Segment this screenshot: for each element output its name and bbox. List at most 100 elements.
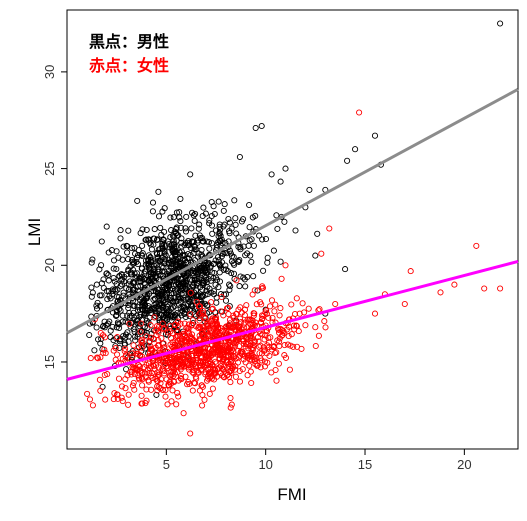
male-point xyxy=(107,327,114,334)
female-point xyxy=(86,396,94,403)
female-point xyxy=(332,300,339,308)
male-point xyxy=(161,250,168,257)
female-point xyxy=(284,341,291,348)
male-point xyxy=(182,296,189,303)
male-point xyxy=(192,269,199,276)
female-point xyxy=(198,382,205,389)
female-point xyxy=(247,368,254,375)
male-point xyxy=(158,290,165,297)
female-point xyxy=(97,329,104,337)
male-point xyxy=(189,267,196,274)
female-point xyxy=(227,355,234,362)
male-point xyxy=(191,311,198,318)
male-fit-line xyxy=(66,87,519,335)
female-point xyxy=(209,305,216,312)
male-point xyxy=(227,283,234,290)
female-point xyxy=(244,372,251,379)
female-point xyxy=(110,396,117,403)
male-point xyxy=(217,226,224,233)
female-point xyxy=(187,430,194,437)
male-point xyxy=(222,262,229,269)
male-point xyxy=(199,212,206,220)
female-point xyxy=(261,336,268,343)
female-point xyxy=(194,369,201,376)
male-point xyxy=(147,273,154,280)
female-point xyxy=(172,321,179,329)
male-point xyxy=(103,223,110,230)
male-point xyxy=(162,315,169,322)
female-point xyxy=(315,332,322,339)
female-point xyxy=(218,348,225,355)
female-point xyxy=(169,387,176,394)
male-point xyxy=(171,312,178,319)
male-point xyxy=(236,283,243,290)
female-point xyxy=(138,400,145,407)
female-point xyxy=(152,375,159,382)
female-point xyxy=(251,287,258,294)
female-point xyxy=(296,310,303,317)
female-point xyxy=(251,339,258,346)
male-point xyxy=(133,254,141,261)
female-point xyxy=(196,311,203,318)
male-point xyxy=(187,306,194,314)
male-point xyxy=(160,264,167,271)
male-point xyxy=(159,284,166,291)
female-point xyxy=(227,379,234,386)
male-point xyxy=(203,287,210,294)
female-point xyxy=(239,366,246,373)
male-point xyxy=(165,260,172,267)
female-point xyxy=(158,335,165,342)
female-point xyxy=(190,337,197,344)
male-point xyxy=(178,235,185,242)
male-point xyxy=(237,273,244,280)
male-point xyxy=(161,228,168,235)
female-point xyxy=(312,324,319,331)
female-point xyxy=(293,295,300,302)
male-point xyxy=(248,236,255,243)
male-point xyxy=(212,281,219,288)
female-point xyxy=(221,342,228,349)
female-point xyxy=(155,384,162,391)
female-point xyxy=(260,344,267,351)
female-point xyxy=(127,368,134,375)
male-point xyxy=(128,319,135,327)
x-tick-label: 10 xyxy=(258,457,272,472)
male-point xyxy=(191,246,198,253)
male-point xyxy=(196,221,203,228)
female-point xyxy=(302,322,309,329)
male-point xyxy=(101,318,108,325)
female-point xyxy=(125,391,132,398)
female-point xyxy=(199,402,206,409)
female-point xyxy=(266,303,274,310)
male-point xyxy=(177,218,184,225)
female-point xyxy=(401,300,408,308)
female-point xyxy=(273,377,280,384)
female-point xyxy=(217,329,224,337)
male-point xyxy=(306,186,313,193)
male-point xyxy=(262,235,270,243)
male-point xyxy=(161,205,168,212)
male-point xyxy=(168,297,175,304)
male-point xyxy=(131,302,138,309)
male-point xyxy=(125,227,132,234)
female-point xyxy=(235,347,242,354)
female-point xyxy=(285,323,292,330)
female-point xyxy=(282,262,289,269)
female-point xyxy=(206,390,213,397)
male-point xyxy=(119,256,126,263)
male-point xyxy=(215,233,222,240)
female-point xyxy=(199,383,206,390)
female-point xyxy=(299,300,306,307)
male-point xyxy=(225,215,232,223)
male-point xyxy=(200,204,207,211)
female-point xyxy=(227,359,234,366)
male-point xyxy=(138,306,146,313)
x-axis-title: FMI xyxy=(277,485,306,504)
female-point xyxy=(193,355,200,362)
male-point xyxy=(220,207,227,214)
male-point xyxy=(110,265,117,272)
male-point xyxy=(88,259,95,266)
male-point xyxy=(182,306,189,313)
male-point xyxy=(206,217,213,224)
female-point xyxy=(160,340,167,347)
